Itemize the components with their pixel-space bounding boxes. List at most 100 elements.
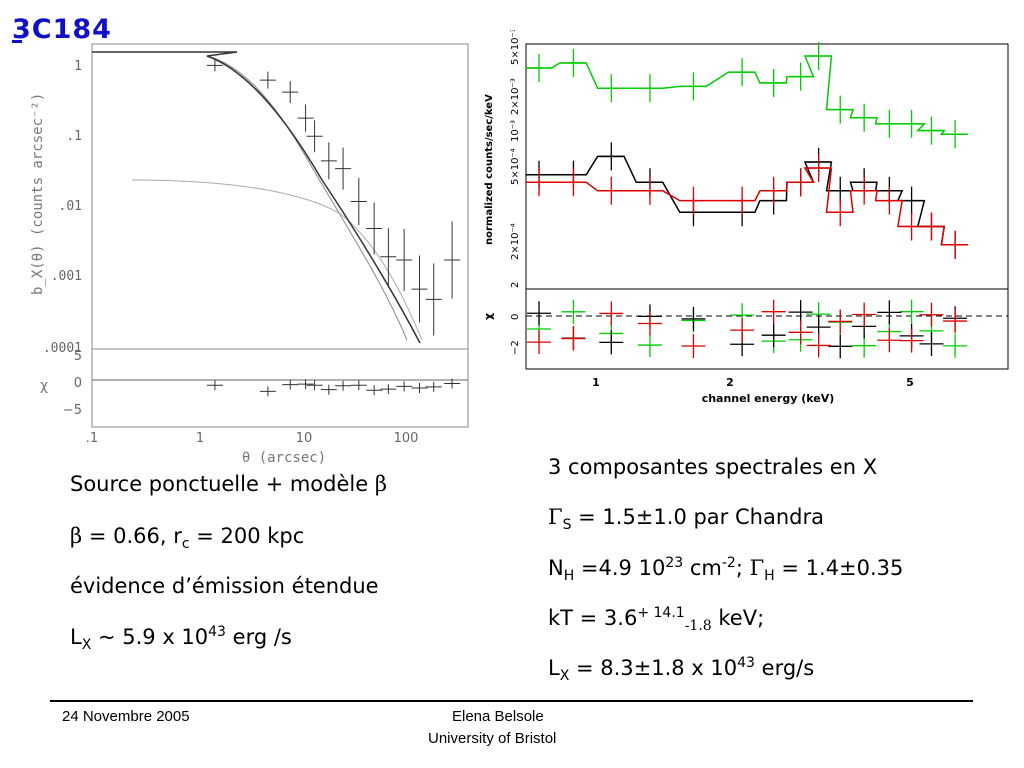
spectrum-residual-point (637, 311, 662, 336)
profile-data-point (350, 178, 367, 226)
spectrum-residual-point (599, 330, 624, 355)
spectrum-residual-point (599, 301, 624, 326)
y-tick-label: 2×10⁻⁴ (510, 223, 521, 260)
x-tick-label: 1 (196, 431, 204, 446)
spectrum-data-point (828, 95, 853, 124)
spectrum-residual-point (828, 334, 853, 359)
text-line-2: β = 0.66, rc = 200 kpc (70, 524, 304, 552)
residual-tick-label: −5 (63, 403, 82, 418)
spectrum-data-point (561, 168, 586, 197)
right-line-3-a: N (548, 556, 564, 580)
line-2-text: = 0.66, r (82, 524, 182, 548)
line-4-c: erg /s (225, 625, 292, 649)
right-line-5-c: erg/s (754, 656, 815, 680)
x-tick-label: 1 (592, 376, 600, 389)
spectrum-data-point (730, 186, 755, 215)
profile-data-point (366, 202, 383, 255)
spectrum-residual-point (788, 320, 813, 345)
residual-axis-label: χ (482, 313, 495, 320)
spectrum-data-point (527, 168, 552, 197)
residual-data-point (335, 380, 352, 391)
profile-data-point (259, 71, 276, 89)
spectrum-data-point (899, 109, 924, 138)
spectrum-data-point (599, 176, 624, 205)
right-line-5-sub: X (559, 668, 570, 685)
profile-data-point (282, 81, 299, 104)
x-tick-label: 2 (726, 376, 734, 389)
spectrum-data-point (806, 154, 831, 183)
spectrum-data-point (919, 116, 944, 145)
residual-data-point (320, 384, 337, 395)
y-tick-label: 10⁻³ (510, 120, 521, 142)
text-line-3: évidence d’émission étendue (70, 574, 379, 598)
y-tick-label: .01 (59, 199, 82, 214)
spectrum-residual-point (561, 299, 586, 324)
residual-data-point (206, 380, 223, 391)
right-line-5-sup: 43 (737, 655, 755, 671)
spectrum-residual-point (788, 300, 813, 325)
x-tick-label: 10 (296, 431, 313, 446)
residual-data-point (425, 381, 442, 392)
line-1-text: Source ponctuelle + modèle (70, 472, 375, 496)
spectrum-residual-point (761, 323, 786, 348)
radial-profile-chart: 1 .1 .01 .001 .0001 b_X(θ) (counts arcse… (22, 40, 472, 470)
spectrum-data-point (681, 186, 706, 215)
y-tick-label: .001 (51, 269, 82, 284)
line-3-text: évidence d’émission étendue (70, 574, 379, 598)
psf-curve (206, 55, 408, 341)
right-line-1: 3 composantes spectrales en X (548, 455, 877, 479)
profile-data-point (425, 263, 442, 336)
line-2-tail: = 200 kpc (189, 524, 305, 548)
line-4-sub: X (81, 637, 92, 654)
spectrum-data-point (527, 54, 552, 83)
spectrum-residual-point (681, 334, 706, 359)
residual-tick-label: 2 (510, 282, 521, 288)
residual-data-point (259, 386, 276, 397)
right-line-3: NH =4.9 1023 cm-2; ΓH = 1.4±0.35 (548, 555, 903, 584)
right-line-2: ΓS = 1.5±1.0 par Chandra (548, 505, 824, 533)
right-line-3-c: cm (683, 556, 722, 580)
residual-data-point (282, 379, 299, 390)
residual-panel-frame (91, 348, 469, 428)
spectrum-data-point (919, 212, 944, 241)
right-line-5-b: = 8.3±1.8 x 10 (569, 656, 738, 680)
x-axis-label: θ (arcsec) (242, 450, 326, 466)
residual-data-point (444, 378, 461, 389)
residual-data-point (306, 380, 323, 391)
spectrum-residual-point (899, 328, 924, 353)
right-line-3-e: = 1.4±0.35 (774, 556, 904, 580)
profile-data-point (380, 228, 397, 286)
residual-data-point (380, 384, 397, 395)
gamma-symbol: Γ (749, 556, 765, 580)
right-line-4-sub: -1.8 (684, 618, 712, 635)
footer-affiliation: University of Bristol (428, 730, 557, 747)
footer-author: Elena Belsole (452, 708, 544, 725)
spectrum-residual-point (943, 309, 968, 334)
spectrum-residual-point (943, 333, 968, 358)
x-tick-label: 5 (906, 376, 914, 389)
spectrum-data-point (877, 109, 902, 138)
spectrum-residual-point (852, 302, 877, 327)
spectrum-data-point (877, 186, 902, 215)
spectrum-data-point (637, 74, 662, 103)
spectrum-residual-point (806, 333, 831, 358)
line-4-a: L (70, 625, 82, 649)
right-line-5-a: L (548, 656, 560, 680)
y-tick-label: 5×10⁻³ (510, 30, 521, 65)
residual-tick-label: −2 (510, 340, 521, 355)
spectrum-residual-point (527, 301, 552, 326)
right-line-3-sup: 23 (665, 555, 684, 571)
spectrum-data-point (761, 68, 786, 97)
spectrum-data-point (806, 41, 831, 70)
line-4-sup: 43 (208, 624, 226, 640)
spectrum-residual-point (919, 302, 944, 327)
spectrum-data-point (761, 176, 786, 205)
spectrum-data-point (561, 48, 586, 77)
residual-data-point (297, 379, 314, 390)
right-line-4-b: keV; (711, 606, 765, 630)
spectrum-residual-point (899, 299, 924, 324)
residual-axis-label: χ (40, 378, 48, 394)
right-line-3-sub2: H (764, 568, 775, 585)
right-line-1-text: 3 composantes spectrales en X (548, 455, 878, 479)
right-line-4-a: kT = 3.6 (548, 606, 638, 630)
